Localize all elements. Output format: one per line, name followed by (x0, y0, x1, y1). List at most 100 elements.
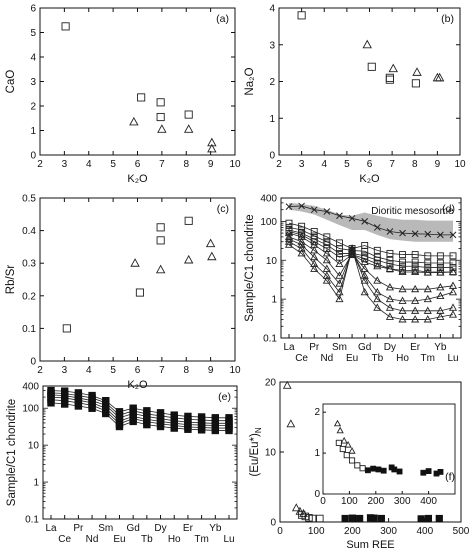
y-tick-label: 4 (269, 4, 275, 15)
data-point (399, 251, 406, 259)
data-point (115, 422, 124, 431)
panel-label: (a) (216, 13, 229, 25)
x-tick-label: 9 (435, 159, 441, 170)
y-axis-label-main: (Eu/Eu*) (249, 433, 261, 477)
inset-data-point (396, 468, 403, 475)
data-point (323, 233, 331, 241)
y-tick-label: 400 (260, 194, 277, 205)
data-point (385, 283, 394, 291)
data-point (373, 261, 382, 270)
data-point (336, 212, 343, 220)
x-tick-label: 8 (183, 365, 189, 376)
data-point (156, 98, 165, 107)
y-tick-label: 0.1 (263, 334, 277, 345)
inset-frame (322, 403, 456, 495)
x-tick-label: 2 (37, 365, 43, 376)
data-point (411, 258, 419, 266)
panel-e: 0.1 1 10 100 400 LaCePrNdSmEuGdTbDyHoErTmYbLu… (6, 382, 238, 545)
x-category-label: Yb (434, 342, 447, 353)
inset-y-tick-label: 2 (314, 407, 320, 418)
y-tick-label: 0.2 (22, 291, 36, 302)
x-tick-label: 10 (229, 365, 241, 376)
data-point (411, 266, 419, 274)
data-point (291, 503, 301, 512)
y-tick-label: 3 (269, 40, 275, 51)
y-axis-label: CaO (5, 70, 17, 94)
data-point (129, 116, 139, 126)
data-point (297, 244, 306, 252)
y-tick-label: 0.5 (22, 194, 36, 205)
data-point (285, 203, 293, 210)
data-point (436, 312, 445, 320)
data-point (386, 249, 394, 257)
data-point (411, 79, 420, 88)
y-tick-label: 1 (30, 126, 36, 137)
data-point (385, 294, 394, 303)
data-point (170, 424, 178, 432)
data-point (225, 426, 233, 435)
data-point (183, 254, 194, 264)
x-category-label: Nd (86, 534, 99, 545)
inset-data-point (380, 467, 387, 474)
x-category-label: Dy (154, 523, 166, 534)
data-point (417, 515, 425, 523)
data-point (373, 246, 381, 254)
y-tick-label: 0 (269, 151, 275, 162)
data-point (423, 294, 432, 303)
data-point (385, 264, 394, 272)
inset-data-point (333, 419, 342, 427)
inset-data-point (348, 457, 356, 464)
data-point (373, 294, 382, 303)
data-point (411, 306, 420, 314)
inset-data-point (364, 467, 371, 474)
x-tick-label: 4 (86, 365, 92, 376)
data-point (157, 124, 167, 133)
data-point (308, 514, 317, 523)
x-axis-label: K₂O (127, 379, 148, 391)
panel-label: (e) (218, 391, 231, 403)
x-tick-label: 5 (110, 159, 116, 170)
data-point (399, 266, 406, 274)
x-tick-label: 3 (299, 159, 305, 170)
x-category-label: Gd (126, 523, 139, 534)
y-axis-label: Na₂O (244, 67, 256, 95)
inset-x-tick-label: 200 (367, 496, 384, 507)
data-point (411, 267, 420, 275)
data-point (297, 232, 306, 240)
y-tick-label: 2 (269, 77, 275, 88)
data-point (424, 259, 432, 267)
data-point (362, 39, 372, 49)
data-point (284, 240, 294, 248)
data-point (373, 276, 382, 284)
y-tick-label: 5 (30, 28, 36, 39)
annotation-dioritic-mesosome: Dioritic mesosome (371, 206, 454, 217)
y-tick-label: 20 (265, 378, 277, 389)
data-point (385, 73, 394, 82)
y-tick-label: 10 (266, 256, 278, 267)
ree-pattern-line (288, 227, 453, 264)
x-category-label: Sm (332, 342, 347, 353)
x-category-label: Eu (346, 353, 358, 364)
inset-data-point (420, 469, 427, 476)
x-category-label: Tm (421, 353, 435, 364)
y-tick-label: 1 (269, 114, 275, 125)
data-point (137, 93, 146, 102)
data-point (411, 251, 419, 259)
panel-a: 2 3 4 5 6 7 8 9 10 0 1 2 3 4 5 6 (a) K₂O CaO (5, 4, 241, 186)
inset-data-point (437, 469, 444, 475)
data-point (47, 399, 55, 407)
inset-data-point (375, 466, 382, 473)
data-point (449, 264, 457, 271)
data-point (448, 281, 458, 289)
data-point (373, 224, 381, 231)
x-tick-label: 8 (183, 159, 189, 170)
data-point (386, 228, 394, 235)
data-point (411, 315, 420, 323)
data-point (348, 514, 357, 522)
data-point (360, 276, 369, 284)
data-point (322, 276, 331, 284)
data-point (323, 208, 331, 215)
ree-pattern-line (288, 229, 453, 268)
x-category-label: Tm (194, 534, 208, 545)
